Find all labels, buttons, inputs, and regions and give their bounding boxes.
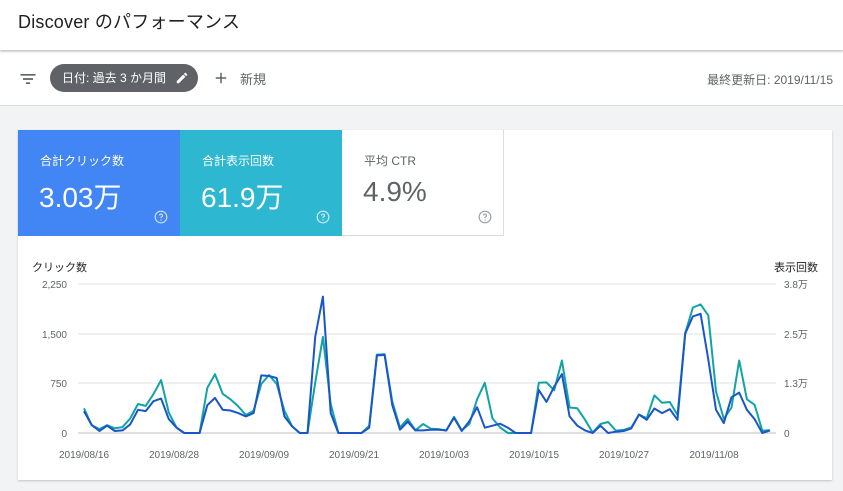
x-tick: 2019/09/21: [329, 450, 379, 461]
plus-icon: [215, 72, 227, 84]
metric-value: 3.03万: [39, 182, 122, 213]
metric-label: 平均 CTR: [364, 154, 416, 168]
chart-grid: [78, 283, 776, 434]
metric-value: 4.9%: [363, 176, 427, 207]
metric-label: 合計表示回数: [202, 154, 275, 168]
left-tick: 0: [61, 429, 67, 440]
x-tick: 2019/09/09: [239, 450, 289, 461]
pencil-icon: [176, 72, 188, 84]
right-tick: 0: [784, 429, 790, 440]
left-tick: 1,500: [42, 330, 67, 341]
right-tick: 3.8万: [784, 280, 808, 291]
date-filter-chip[interactable]: 日付: 過去 3 か月間: [50, 64, 199, 92]
performance-chart: クリック数 表示回数 2,250 1,500 750 0 3.8万 2.5万 1…: [18, 236, 832, 480]
x-tick: 2019/10/03: [419, 450, 469, 461]
right-tick: 2.5万: [784, 330, 808, 341]
toolbar: 日付: 過去 3 か月間 新規 最終更新日: 2019/11/15: [0, 52, 843, 106]
x-tick: 2019/08/28: [149, 450, 199, 461]
x-tick: 2019/10/15: [509, 450, 559, 461]
x-tick: 2019/08/16: [59, 450, 109, 461]
right-axis-ticks: 3.8万 2.5万 1.3万 0: [784, 280, 808, 440]
right-tick: 1.3万: [784, 379, 808, 390]
impressions-series-line: [83, 303, 771, 434]
filter-icon[interactable]: [18, 69, 38, 89]
x-tick: 2019/11/08: [689, 450, 739, 461]
metric-total-clicks[interactable]: 合計クリック数 3.03万: [18, 130, 180, 236]
left-tick: 2,250: [42, 280, 67, 291]
chart-series: [83, 295, 771, 434]
clicks-series-line: [83, 295, 771, 434]
left-axis-ticks: 2,250 1,500 750 0: [42, 280, 67, 440]
metric-average-ctr[interactable]: 平均 CTR 4.9%: [342, 130, 504, 236]
new-filter-label: 新規: [240, 71, 267, 87]
left-axis-title: クリック数: [32, 261, 87, 274]
date-filter-label: 日付: 過去 3 か月間: [62, 71, 167, 85]
performance-card: 合計クリック数 3.03万 合計表示回数 61.9万 平均 CTR 4.9% ク…: [18, 130, 832, 480]
x-tick: 2019/10/27: [599, 450, 649, 461]
line-chart: クリック数 表示回数 2,250 1,500 750 0 3.8万 2.5万 1…: [32, 260, 818, 461]
metric-label: 合計クリック数: [40, 154, 125, 168]
last-updated: 最終更新日: 2019/11/15: [707, 73, 833, 87]
page-header: Discover のパフォーマンス: [0, 0, 843, 50]
right-axis-title: 表示回数: [774, 260, 818, 274]
x-axis-ticks: 2019/08/16 2019/08/28 2019/09/09 2019/09…: [59, 450, 739, 461]
help-icon[interactable]: [478, 210, 492, 224]
page-title: Discover のパフォーマンス: [18, 12, 241, 32]
new-filter-button[interactable]: 新規: [212, 66, 266, 90]
metric-value: 61.9万: [201, 182, 284, 213]
help-icon[interactable]: [316, 210, 330, 224]
help-icon[interactable]: [154, 210, 168, 224]
left-tick: 750: [50, 379, 67, 390]
metric-total-impressions[interactable]: 合計表示回数 61.9万: [180, 130, 342, 236]
